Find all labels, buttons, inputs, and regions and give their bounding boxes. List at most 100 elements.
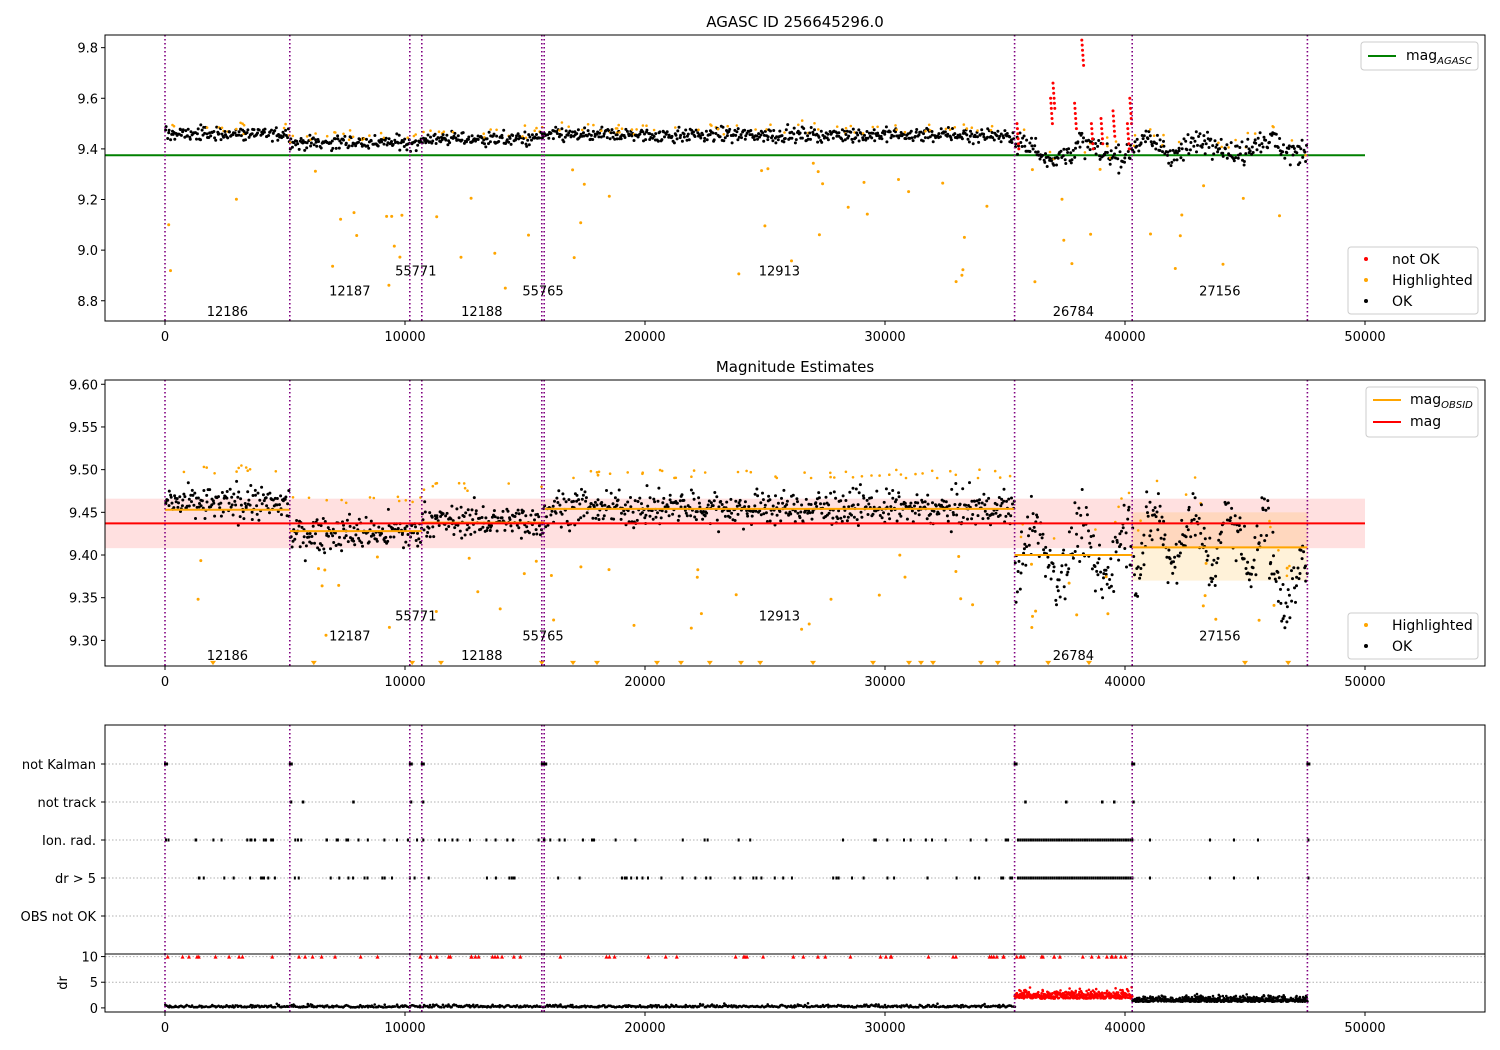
ok-point	[891, 489, 895, 492]
ok-point	[242, 517, 246, 521]
ok-point	[538, 136, 542, 140]
ok-point	[1111, 155, 1115, 158]
ok-point	[1108, 162, 1112, 166]
flag-point	[1307, 838, 1310, 842]
ok-point	[766, 135, 770, 139]
ok-point	[1123, 547, 1127, 550]
ok-point	[167, 128, 171, 132]
dr-point	[571, 1003, 574, 1007]
not-ok-point	[1050, 117, 1054, 120]
ok-point	[626, 500, 630, 504]
ok-point	[1276, 570, 1280, 574]
ok-point	[917, 133, 921, 137]
ok-point	[860, 515, 864, 519]
ok-point	[1118, 150, 1122, 154]
ok-point	[389, 535, 392, 539]
ok-point	[275, 503, 279, 507]
ok-point	[829, 491, 833, 495]
ok-point	[871, 512, 875, 516]
ok-point	[753, 138, 756, 142]
flag-point	[246, 838, 249, 842]
ok-point	[1260, 496, 1264, 500]
ok-point	[559, 133, 563, 137]
dr-point	[198, 1004, 201, 1007]
ok-point	[991, 512, 995, 516]
ok-point	[950, 487, 954, 491]
ok-point	[782, 488, 786, 492]
ok-point	[771, 504, 775, 508]
ok-point	[1044, 545, 1048, 549]
flag-point	[381, 876, 384, 880]
dr-point	[450, 1005, 453, 1009]
ok-point	[537, 515, 541, 519]
flag-point	[1120, 838, 1123, 842]
highlighted-point	[1203, 594, 1207, 598]
ok-point	[880, 137, 884, 141]
ok-point	[1287, 593, 1291, 597]
highlighted-point	[549, 574, 553, 577]
not-ok-point	[1016, 132, 1020, 136]
ok-point	[577, 498, 581, 502]
ok-point	[662, 496, 666, 500]
ok-point	[172, 506, 176, 510]
highlighted-point	[220, 126, 224, 130]
not-ok-point	[1049, 106, 1053, 110]
ok-point	[301, 139, 305, 143]
ok-point	[529, 513, 533, 517]
ok-point	[334, 146, 338, 150]
ok-point	[677, 514, 681, 518]
ok-point	[472, 496, 476, 500]
flag-point	[1042, 876, 1045, 880]
ok-point	[500, 136, 504, 140]
ok-point	[915, 128, 919, 131]
flag-point	[893, 876, 896, 880]
off-scale-marker	[994, 660, 1001, 666]
flag-point	[1125, 876, 1127, 880]
ok-point	[401, 140, 405, 144]
flag-point	[383, 838, 386, 842]
ok-point	[1117, 143, 1120, 147]
ok-point	[806, 137, 810, 141]
ok-point	[180, 504, 184, 508]
ok-point	[952, 513, 956, 517]
flag-point	[1077, 838, 1080, 842]
highlighted-point	[989, 128, 993, 132]
ok-point	[1135, 144, 1139, 148]
ok-point	[926, 502, 930, 506]
ok-point	[1262, 135, 1266, 139]
ok-point	[659, 516, 663, 520]
flag-point	[352, 800, 355, 804]
dr-point	[306, 1002, 310, 1006]
ok-point	[582, 131, 585, 135]
ok-point	[792, 132, 796, 136]
ok-point	[187, 504, 191, 508]
highlighted-point	[1089, 232, 1093, 236]
ok-point	[929, 512, 932, 516]
highlighted-point	[769, 123, 772, 126]
ok-point	[951, 127, 954, 130]
highlighted-point	[355, 234, 359, 237]
highlighted-point	[971, 603, 975, 607]
not-ok-point	[1017, 147, 1021, 151]
panel-2-frame	[104, 379, 1486, 667]
ok-point	[205, 132, 209, 136]
not-ok-point	[1091, 137, 1094, 141]
flag-point	[1099, 876, 1102, 880]
ok-point	[776, 138, 780, 142]
ok-point	[664, 505, 667, 509]
highlighted-point	[521, 135, 524, 138]
ok-point	[305, 532, 309, 536]
ok-point	[1033, 529, 1037, 533]
ok-point	[736, 138, 740, 142]
ok-point	[1067, 147, 1071, 151]
highlighted-point	[462, 482, 466, 485]
flag-point	[1027, 838, 1030, 842]
flag-point	[232, 876, 235, 880]
flag-point	[1023, 876, 1026, 880]
ok-point	[762, 139, 766, 143]
ok-point	[487, 142, 490, 146]
off-scale-marker	[918, 660, 924, 666]
ok-point	[1033, 144, 1037, 148]
flag-point	[1019, 876, 1022, 880]
